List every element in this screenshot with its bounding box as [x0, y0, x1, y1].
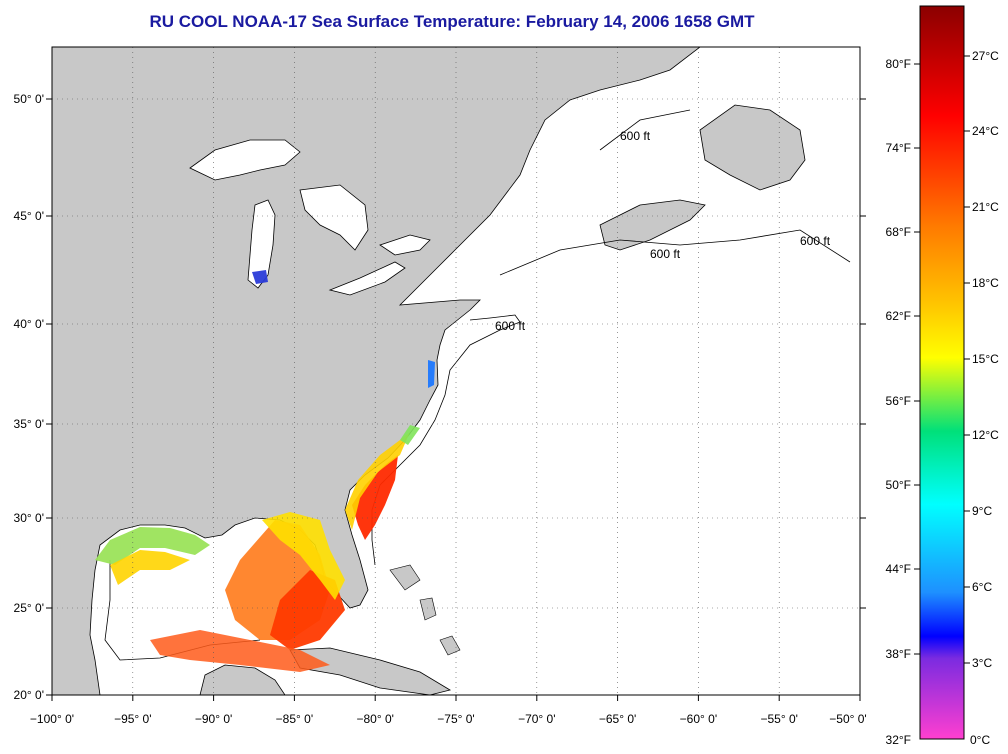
- fahrenheit-label: 68°F: [886, 225, 911, 239]
- lon-tick-label: −95° 0': [114, 712, 151, 726]
- celsius-label: 24°C: [972, 124, 999, 138]
- fahrenheit-label: 50°F: [886, 478, 911, 492]
- lon-tick-labels: −100° 0' −95° 0' −90° 0' −85° 0' −80° 0'…: [30, 712, 867, 726]
- land-yucatan: [199, 664, 286, 695]
- fahrenheit-label: 38°F: [886, 647, 911, 661]
- lake-erie: [328, 261, 406, 296]
- lon-tick-marks: [51, 695, 861, 701]
- lat-tick-label: 45° 0': [14, 209, 44, 223]
- lat-tick-marks: [46, 98, 866, 696]
- celsius-label: 18°C: [972, 276, 999, 290]
- celsius-label: 12°C: [972, 428, 999, 442]
- lon-tick-label: −100° 0': [30, 712, 74, 726]
- lat-tick-label: 30° 0': [14, 511, 44, 525]
- contour-label: 600 ft: [650, 247, 681, 261]
- sst-west-florida: [262, 512, 345, 600]
- sst-carolina-shelf: [400, 425, 420, 445]
- sst-gulf-stream-edge: [345, 432, 410, 530]
- contour-label: 600 ft: [800, 234, 831, 248]
- map-title: RU COOL NOAA-17 Sea Surface Temperature:…: [149, 12, 755, 31]
- lat-tick-labels: 50° 0' 45° 0' 40° 0' 35° 0' 30° 0' 25° 0…: [14, 92, 44, 702]
- sst-loop-current: [270, 570, 345, 650]
- contour-label: 600 ft: [620, 129, 651, 143]
- lake-superior: [189, 139, 301, 181]
- sst-chesapeake: [428, 360, 435, 388]
- sst-caribbean-strip: [150, 630, 330, 672]
- lon-tick-label: −80° 0': [356, 712, 393, 726]
- lat-tick-label: 50° 0': [14, 92, 44, 106]
- land-nova-scotia: [599, 199, 706, 251]
- lon-tick-label: −75° 0': [437, 712, 474, 726]
- land-newfoundland: [699, 104, 806, 191]
- lon-tick-label: −90° 0': [195, 712, 232, 726]
- lat-tick-label: 25° 0': [14, 601, 44, 615]
- fahrenheit-label: 32°F: [886, 733, 911, 747]
- lon-tick-label: −60° 0': [680, 712, 717, 726]
- lon-tick-label: −65° 0': [599, 712, 636, 726]
- land-cuba: [289, 647, 452, 695]
- contour-600ft: [104, 109, 851, 661]
- fahrenheit-label: 56°F: [886, 394, 911, 408]
- lon-tick-label: −55° 0': [760, 712, 797, 726]
- contour-label: 600 ft: [495, 319, 526, 333]
- lat-tick-label: 40° 0': [14, 317, 44, 331]
- sst-gulf-west-edge: [110, 550, 190, 585]
- sst-gulf-north: [95, 527, 210, 565]
- celsius-label: 15°C: [972, 352, 999, 366]
- lat-tick-label: 35° 0': [14, 417, 44, 431]
- fahrenheit-label: 80°F: [886, 57, 911, 71]
- lat-tick-label: 20° 0': [14, 688, 44, 702]
- celsius-label: 3°C: [972, 656, 992, 670]
- lon-tick-label: −50° 0': [829, 712, 866, 726]
- fahrenheit-label: 74°F: [886, 141, 911, 155]
- celsius-label: 0°C: [970, 733, 990, 747]
- lon-tick-label: −85° 0': [276, 712, 313, 726]
- sst-lake-michigan-blue: [252, 270, 268, 284]
- lake-huron: [299, 184, 369, 251]
- lake-ontario: [379, 234, 431, 256]
- celsius-label: 27°C: [972, 49, 999, 63]
- colorbar-celsius-labels: 27°C 24°C 21°C 18°C 15°C 12°C 9°C 6°C 3°…: [970, 49, 999, 747]
- celsius-label: 9°C: [972, 504, 992, 518]
- grid-lines: [52, 47, 860, 695]
- lon-tick-label: −70° 0': [518, 712, 555, 726]
- fahrenheit-label: 62°F: [886, 309, 911, 323]
- celsius-label: 6°C: [972, 580, 992, 594]
- colorbar: [919, 5, 965, 740]
- land-bahamas: [389, 564, 461, 656]
- colorbar-ticks: [914, 55, 970, 664]
- celsius-label: 21°C: [972, 200, 999, 214]
- colorbar-fahrenheit-labels: 80°F 74°F 68°F 62°F 56°F 50°F 44°F 38°F …: [886, 57, 911, 747]
- fahrenheit-label: 44°F: [886, 562, 911, 576]
